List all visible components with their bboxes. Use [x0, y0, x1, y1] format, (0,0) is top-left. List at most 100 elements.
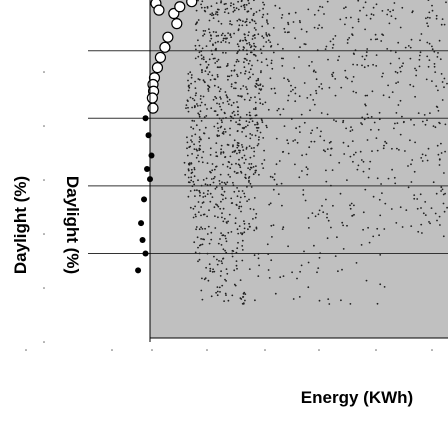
data-point [234, 171, 236, 173]
data-point [255, 165, 257, 167]
data-point [425, 214, 427, 216]
data-point [196, 149, 198, 151]
data-point [347, 78, 349, 80]
data-point [236, 74, 238, 76]
data-point [391, 208, 393, 210]
data-point [225, 293, 227, 295]
data-point [345, 127, 347, 129]
data-point [426, 56, 428, 58]
data-point [188, 90, 190, 92]
data-point [306, 97, 308, 99]
data-point [341, 222, 343, 224]
data-point [291, 118, 293, 120]
data-point [249, 226, 251, 228]
data-point [201, 54, 203, 56]
data-point [253, 173, 255, 175]
data-point [274, 173, 276, 175]
selected-point [143, 115, 149, 121]
data-point [236, 204, 238, 206]
data-point [238, 164, 240, 166]
data-point [316, 127, 318, 129]
data-point [305, 43, 307, 45]
data-point [209, 263, 211, 265]
data-point [225, 9, 227, 11]
data-point [310, 94, 312, 96]
data-point [383, 94, 385, 96]
data-point [209, 268, 211, 270]
data-point [187, 107, 189, 109]
data-point [395, 82, 397, 84]
data-point [353, 53, 355, 55]
data-point [349, 204, 351, 206]
data-point [410, 47, 412, 49]
data-point [433, 181, 435, 183]
data-point [190, 97, 192, 99]
data-point [270, 202, 272, 204]
data-point [426, 22, 428, 24]
data-point [440, 143, 442, 145]
data-point [442, 99, 444, 101]
data-point [199, 192, 201, 194]
data-point [236, 101, 238, 103]
data-point [429, 17, 431, 19]
data-point [248, 10, 250, 12]
data-point [238, 24, 240, 26]
data-point [221, 262, 223, 264]
data-point [217, 14, 219, 16]
data-point [208, 280, 210, 282]
data-point [211, 75, 213, 77]
data-point [230, 5, 232, 7]
data-point [445, 124, 447, 126]
data-point [240, 116, 242, 118]
data-point [217, 291, 219, 293]
data-point [217, 74, 219, 76]
data-point [410, 225, 412, 227]
data-point [221, 23, 223, 25]
data-point [287, 32, 289, 34]
data-point [275, 293, 277, 295]
data-point [227, 32, 229, 34]
data-point [281, 205, 283, 207]
data-point [245, 174, 247, 176]
data-point [247, 93, 249, 95]
data-point [263, 4, 265, 6]
data-point [194, 195, 196, 197]
data-point [267, 65, 269, 67]
data-point [201, 69, 203, 71]
data-point [184, 162, 186, 164]
data-point [444, 193, 446, 195]
data-point [207, 190, 209, 192]
data-point [265, 125, 267, 127]
data-point [427, 17, 429, 19]
data-point [192, 181, 194, 183]
data-point [216, 155, 218, 157]
data-point [283, 108, 285, 110]
data-point [257, 123, 259, 125]
data-point [197, 112, 199, 114]
data-point [192, 128, 194, 130]
data-point [253, 151, 255, 153]
data-point [256, 83, 258, 85]
data-point [268, 269, 270, 271]
data-point [213, 14, 215, 16]
data-point [265, 32, 267, 34]
data-point [299, 22, 301, 24]
data-point [252, 38, 254, 40]
data-point [236, 153, 238, 155]
data-point [342, 120, 344, 122]
data-point [244, 228, 246, 230]
data-point [199, 259, 201, 261]
data-point [186, 147, 188, 149]
data-point [215, 142, 217, 144]
data-point [229, 134, 231, 136]
data-point [250, 8, 252, 10]
data-point [233, 111, 235, 113]
data-point [221, 119, 223, 121]
data-point [234, 9, 236, 11]
data-point [283, 275, 285, 277]
data-point [440, 58, 442, 60]
data-point [420, 224, 422, 226]
data-point [343, 142, 345, 144]
data-point [195, 92, 197, 94]
data-point [257, 60, 259, 62]
